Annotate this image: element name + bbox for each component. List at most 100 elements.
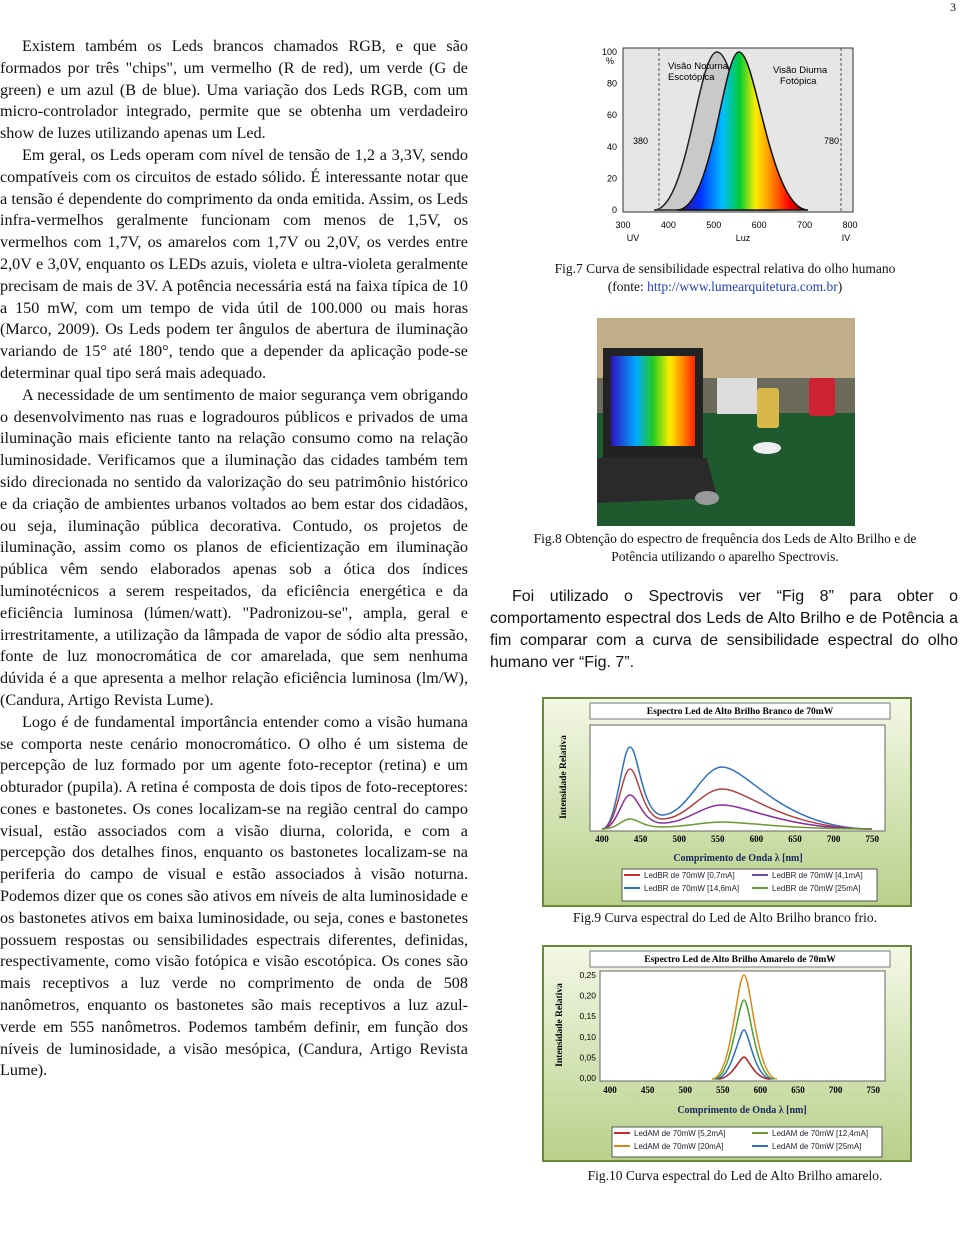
title-box — [589, 702, 891, 720]
curve — [717, 1056, 771, 1080]
x-axis-label: Comprimento de Onda λ [nm] — [677, 1105, 806, 1116]
paragraph: Em geral, os Leds operam com nível de te… — [0, 145, 468, 382]
figure-8-photo — [597, 318, 855, 526]
x-tick-label: 700 — [829, 1085, 843, 1095]
y-tick-label: 0,05 — [579, 1052, 596, 1062]
caption-text: (fonte: — [607, 279, 648, 294]
label-day: Fotópica — [780, 76, 817, 87]
curve — [601, 746, 873, 830]
y-tick-label: 0,10 — [579, 1032, 596, 1042]
figure-title: Espectro Led de Alto Brilho Amarelo de 7… — [644, 955, 836, 965]
band-label: UV — [627, 233, 640, 243]
x-tick-label: 400 — [661, 220, 676, 230]
instrument — [717, 378, 757, 414]
x-tick-label: 750 — [866, 1085, 880, 1095]
curves — [601, 746, 873, 830]
figure-7-caption: Fig.7 Curva de sensibilidade espectral r… — [500, 260, 950, 296]
y-tick-label: 0,15 — [579, 1011, 596, 1021]
curve — [711, 974, 778, 1080]
x-tick-label: 750 — [865, 834, 879, 844]
curve — [713, 999, 775, 1080]
marker-label: 780 — [824, 136, 839, 146]
legend-label: LedBR de 70mW [4,1mA] — [772, 871, 863, 880]
plot-area — [599, 970, 886, 1082]
paragraph: A necessidade de um sentimento de maior … — [0, 385, 468, 709]
x-tick-label: 450 — [634, 834, 648, 844]
x-tick-label: 700 — [797, 220, 812, 230]
multimeter — [757, 388, 779, 428]
mouse — [695, 491, 719, 505]
y-tick-label: 80 — [607, 79, 617, 89]
figure-10-caption: Fig.10 Curva espectral do Led de Alto Br… — [587, 1168, 883, 1183]
x-tick-label: 550 — [711, 834, 725, 844]
figure-10: Espectro Led de Alto Brilho Amarelo de 7… — [542, 945, 912, 1162]
device — [753, 442, 781, 454]
x-tick-label: 650 — [791, 1085, 805, 1095]
x-tick-label: 500 — [706, 220, 721, 230]
x-tick-label: 650 — [788, 834, 802, 844]
legend-box — [611, 1126, 883, 1158]
x-tick-label: 800 — [842, 220, 857, 230]
label-day: Visão Diurna — [773, 65, 828, 76]
legend-label: LedAM de 70mW [5,2mA] — [634, 1129, 726, 1138]
left-column: Existem também os Leds brancos chamados … — [0, 36, 468, 1082]
y-tick-label: 0 — [612, 205, 617, 215]
band-label: Luz — [736, 233, 751, 243]
source-url: http://www.lumearquitetura.com.br — [647, 279, 838, 294]
y-tick-label: 40 — [607, 142, 617, 152]
legend-label: LedAM de 70mW [12,4mA] — [772, 1129, 868, 1138]
figure-9: Espectro Led de Alto Brilho Branco de 70… — [542, 697, 912, 907]
paragraph: Foi utilizado o Spectrovis ver “Fig 8” p… — [490, 588, 958, 671]
curve — [601, 768, 873, 830]
x-tick-label: 500 — [678, 1085, 692, 1095]
label-night: Escotópica — [668, 72, 715, 83]
x-tick-label: 700 — [827, 834, 841, 844]
curve — [601, 818, 873, 830]
legend-box — [621, 868, 878, 902]
y-tick-label: 60 — [607, 110, 617, 120]
x-tick-label: 600 — [754, 1085, 768, 1095]
page-number: 3 — [950, 0, 956, 14]
legend-label: LedBR de 70mW [14,6mA] — [644, 884, 739, 893]
band-label: IV — [842, 233, 851, 243]
marker-label: 380 — [633, 136, 648, 146]
photopic-curve — [676, 51, 809, 211]
legend-label: LedAM de 70mW [20mA] — [634, 1142, 723, 1151]
caption-line: Fig.8 Obtenção do espectro de frequência… — [533, 531, 917, 546]
caption-line: Fig.7 Curva de sensibilidade espectral r… — [554, 261, 896, 276]
laptop-base — [597, 458, 717, 503]
multimeter — [809, 378, 835, 416]
legend-label: LedAM de 70mW [25mA] — [772, 1142, 861, 1151]
legend-label: LedBR de 70mW [25mA] — [772, 884, 860, 893]
x-tick-label: 600 — [752, 220, 767, 230]
legend-label: LedBR de 70mW [0,7mA] — [644, 871, 735, 880]
curve — [601, 794, 873, 830]
caption-line: (fonte: http://www.lumearquitetura.com.b… — [500, 278, 950, 296]
x-tick-label: 550 — [716, 1085, 730, 1095]
curves — [711, 974, 778, 1080]
figure-7: 380 780 % Visão Noturna Escotópica Visão… — [588, 42, 860, 254]
y-tick-label: 0,20 — [579, 991, 596, 1001]
screen-spectrum — [611, 356, 695, 446]
x-tick-label: 500 — [672, 834, 686, 844]
y-tick-label: 0,00 — [579, 1073, 596, 1083]
y-tick-label: 0,25 — [579, 970, 596, 980]
figure-9-caption: Fig.9 Curva espectral do Led de Alto Bri… — [572, 910, 878, 925]
title-box — [589, 950, 891, 968]
label-night: Visão Noturna — [668, 61, 729, 72]
paragraph: Existem também os Leds brancos chamados … — [0, 37, 468, 143]
curve — [715, 1029, 773, 1080]
y-tick-label: 100 — [602, 47, 617, 57]
x-tick-label: 450 — [641, 1085, 655, 1095]
x-tick-label: 400 — [603, 1085, 617, 1095]
caption-text: ) — [837, 279, 843, 294]
x-tick-label: 300 — [615, 220, 630, 230]
figure-8-caption: Fig.8 Obtenção do espectro de frequência… — [500, 530, 950, 566]
figure-title: Espectro Led de Alto Brilho Branco de 70… — [647, 707, 834, 717]
y-tick-label: 20 — [607, 173, 617, 183]
y-axis-label: Intensidade Relativa — [555, 983, 565, 1067]
x-tick-label: 400 — [595, 834, 609, 844]
caption-line: Potência utilizando o aparelho Spectrovi… — [611, 549, 839, 564]
paragraph: Logo é de fundamental importância entend… — [0, 712, 468, 1080]
